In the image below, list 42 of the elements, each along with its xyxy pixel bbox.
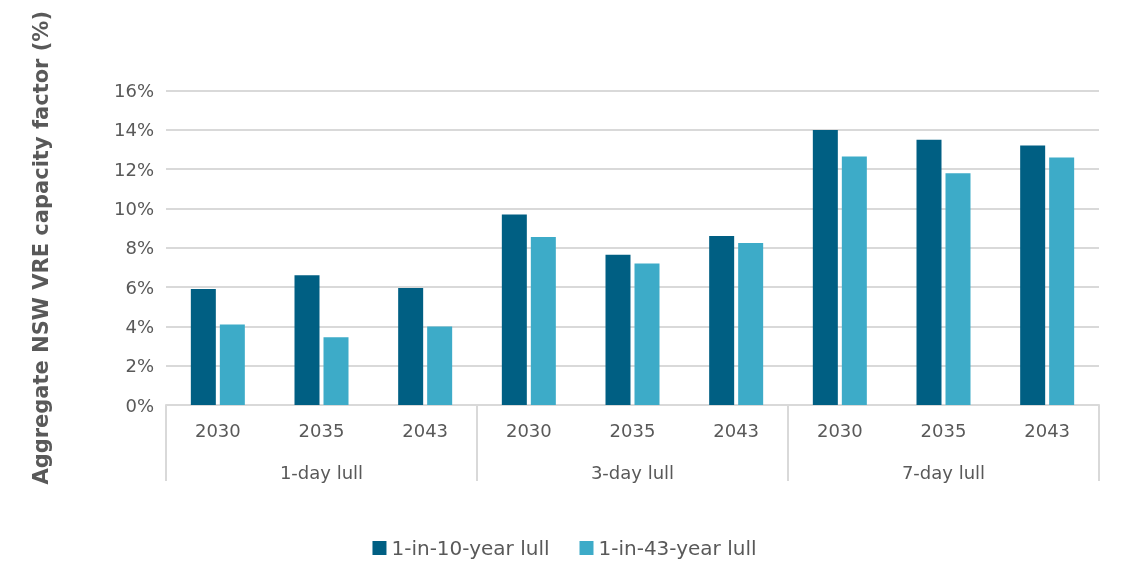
y-tick-label: 8% — [125, 237, 154, 259]
bar — [841, 156, 867, 405]
bar — [501, 214, 527, 405]
y-tick-label: 16% — [113, 80, 154, 102]
y-tick-label: 12% — [113, 158, 154, 180]
bar — [530, 236, 556, 405]
y-tick-label: 4% — [125, 315, 154, 337]
x-tick-label: 2030 — [194, 419, 241, 441]
bar — [945, 173, 971, 405]
bar — [916, 139, 942, 405]
text: 7-day lull — [901, 461, 986, 483]
y-tick-label: 10% — [113, 198, 154, 219]
bar — [605, 254, 631, 405]
legend-label: 1-in-10-year lull — [391, 536, 550, 560]
x-tick-label: 2043 — [402, 419, 449, 441]
y-axis-title: Aggregate NSW VRE capacity factor (%) — [28, 10, 53, 485]
x-tick-label: 2043 — [1024, 419, 1071, 441]
x-tick-label: 2035 — [298, 419, 345, 441]
bar — [219, 324, 245, 405]
bar — [1049, 157, 1075, 405]
bar — [812, 129, 838, 405]
bar — [323, 337, 349, 405]
bar — [709, 236, 735, 405]
y-tick-label: 0% — [125, 394, 154, 416]
bar — [190, 289, 216, 405]
y-tick-label: 2% — [125, 355, 154, 377]
text: 3-day lull — [590, 461, 675, 483]
x-tick-label: 2043 — [713, 419, 760, 441]
bar — [634, 263, 660, 405]
legend-label: 1-in-43-year lull — [598, 536, 757, 560]
bar — [398, 288, 424, 405]
bar — [1020, 145, 1046, 405]
bar — [294, 275, 320, 405]
x-tick-label: 2035 — [920, 419, 967, 441]
y-tick-label: 6% — [125, 276, 154, 298]
x-tick-label: 2035 — [609, 419, 656, 441]
text: 1-day lull — [279, 461, 364, 483]
y-tick-label: 14% — [113, 119, 154, 141]
x-tick-label: 2030 — [505, 419, 552, 441]
x-tick-label: 2030 — [816, 419, 863, 441]
bar — [738, 242, 764, 405]
bar — [427, 326, 453, 405]
